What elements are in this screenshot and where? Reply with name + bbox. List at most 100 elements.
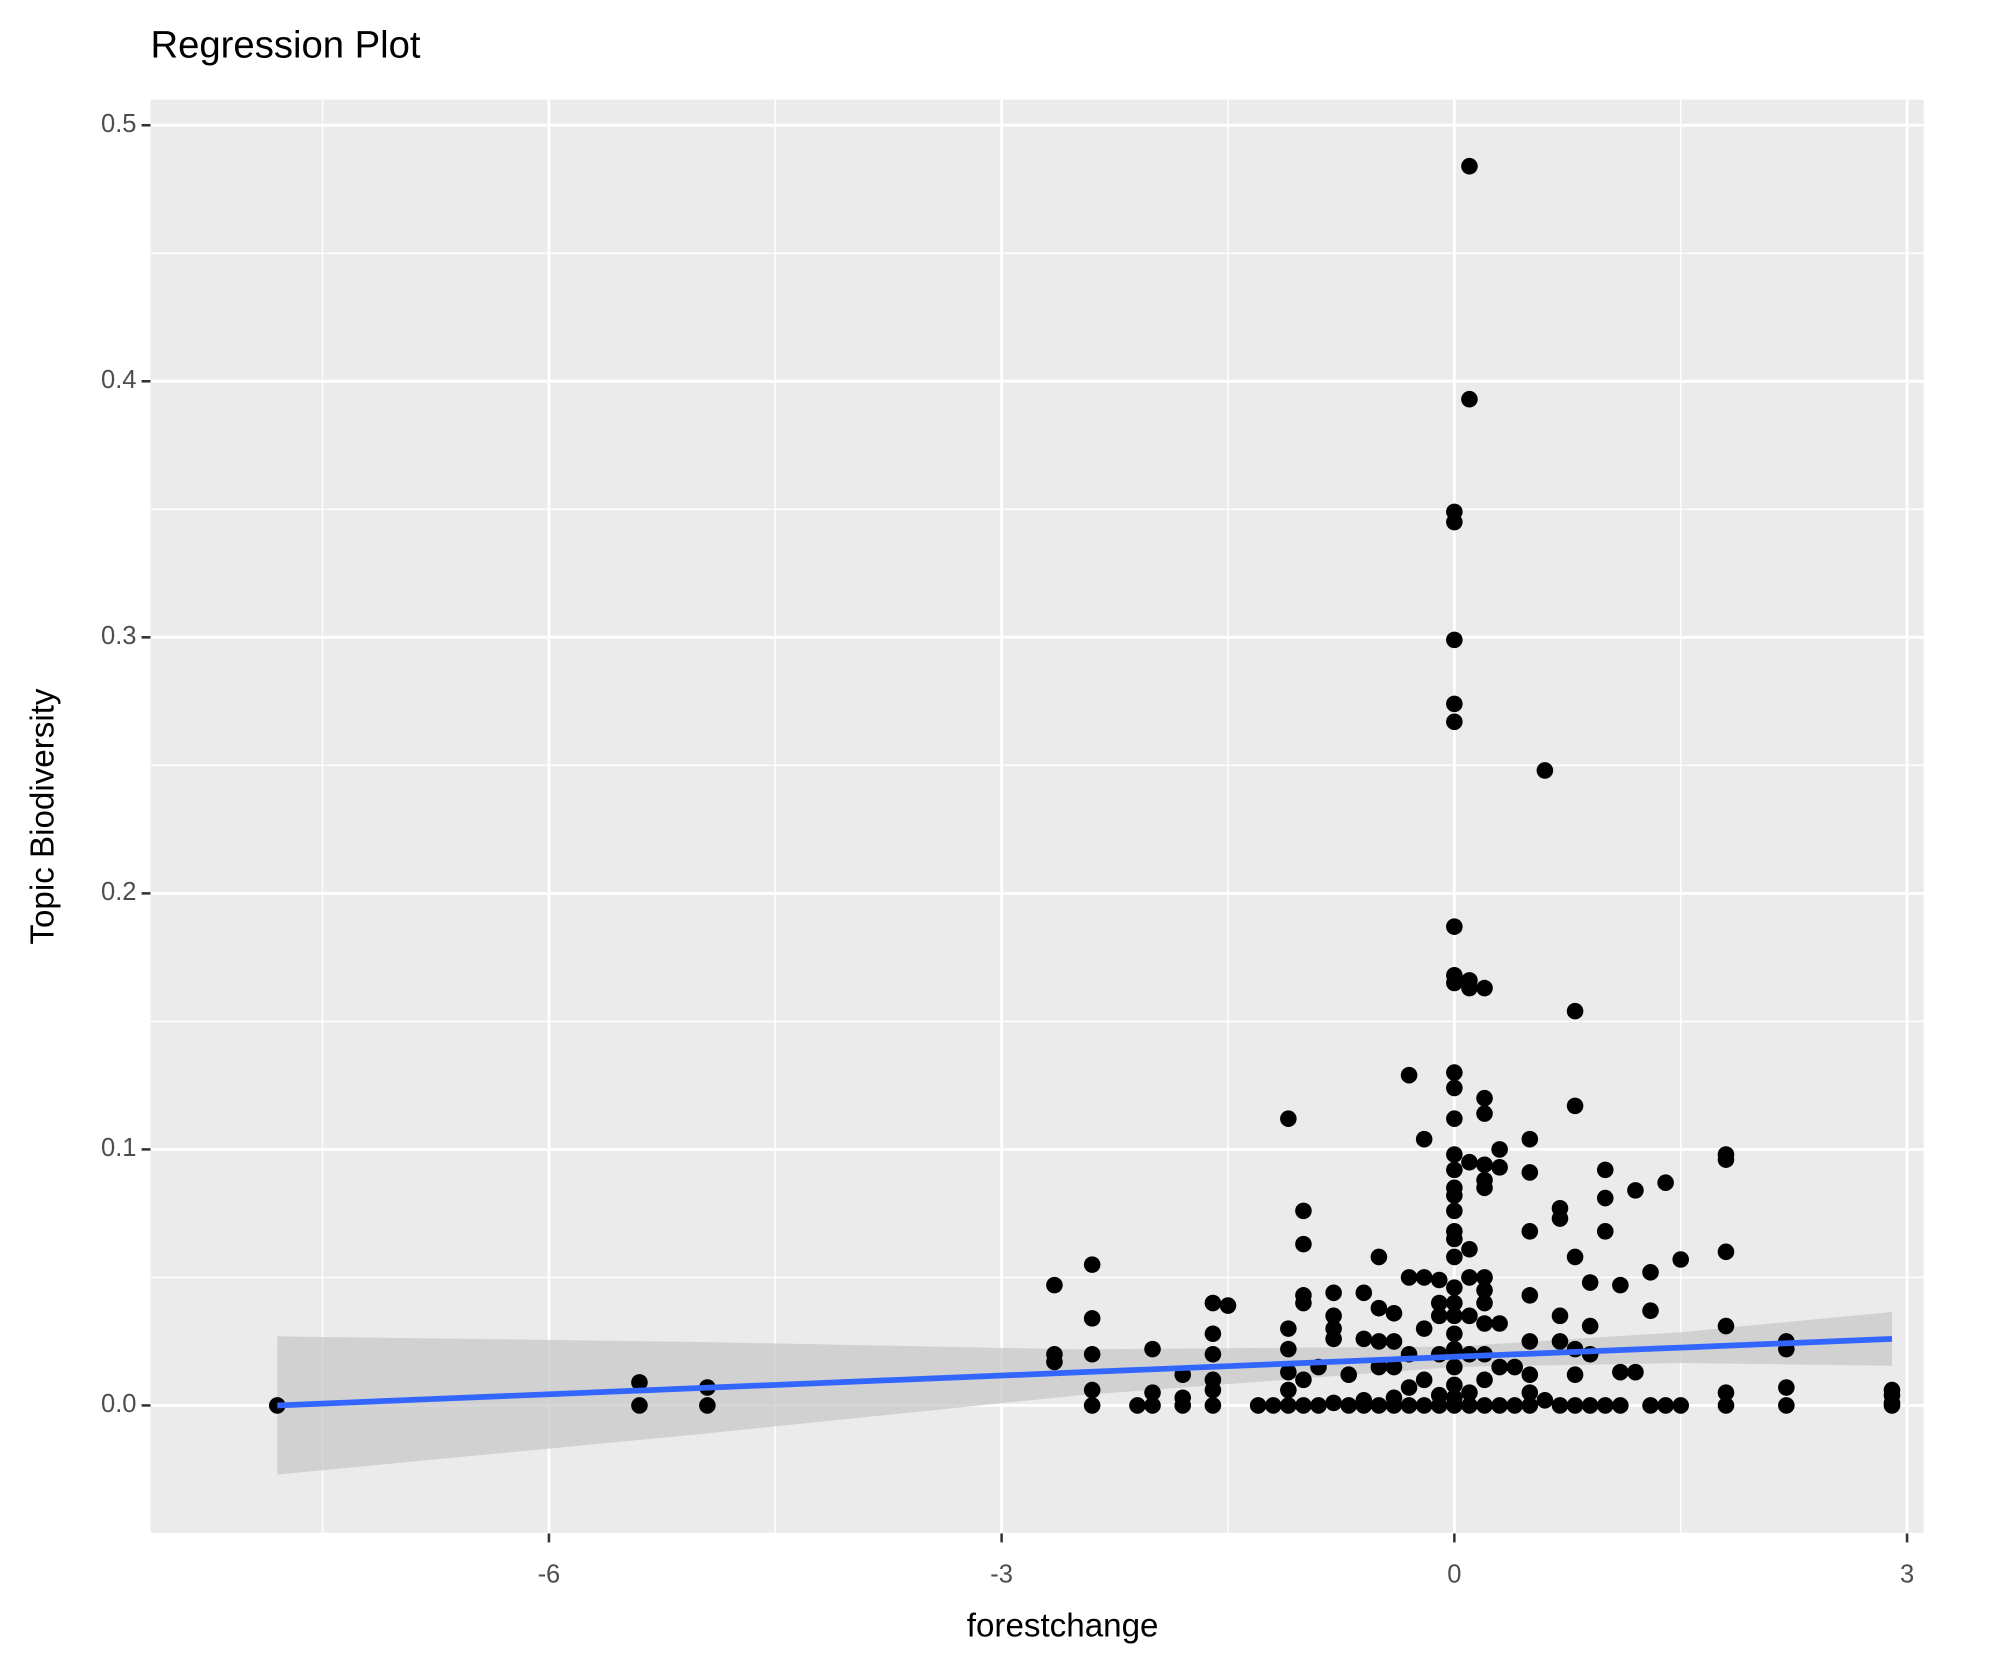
- point: [1476, 1397, 1493, 1414]
- point: [1461, 1384, 1478, 1401]
- point: [1204, 1345, 1222, 1363]
- point: [1717, 1397, 1735, 1414]
- point: [1219, 1297, 1237, 1314]
- point: [1325, 1330, 1342, 1348]
- point: [1566, 1366, 1584, 1384]
- point: [1174, 1397, 1192, 1414]
- point: [1476, 1156, 1493, 1174]
- point: [1340, 1397, 1358, 1414]
- point: [1249, 1397, 1267, 1414]
- point: [1491, 1141, 1508, 1158]
- point: [1461, 157, 1478, 175]
- point: [1551, 1397, 1569, 1414]
- y-axis-label: Topic Biodiversity: [24, 688, 61, 945]
- point: [1581, 1274, 1599, 1291]
- point: [1491, 1315, 1508, 1332]
- point: [1461, 390, 1478, 408]
- point: [1446, 1146, 1463, 1163]
- y-tick-label: 0.3: [101, 622, 136, 650]
- point: [1355, 1284, 1373, 1302]
- point: [1642, 1264, 1659, 1281]
- point: [1083, 1256, 1101, 1273]
- point: [1295, 1371, 1312, 1389]
- point: [1717, 1243, 1735, 1261]
- point: [1083, 1397, 1101, 1414]
- point: [1325, 1307, 1342, 1325]
- point: [1566, 1097, 1584, 1115]
- point: [1415, 1397, 1433, 1414]
- point: [1400, 1397, 1418, 1414]
- point: [1385, 1358, 1403, 1376]
- point: [1430, 1271, 1448, 1289]
- point: [1355, 1330, 1373, 1348]
- point: [1612, 1363, 1629, 1381]
- point: [1144, 1340, 1161, 1358]
- x-tick-label: -6: [538, 1560, 561, 1588]
- point: [1204, 1397, 1222, 1414]
- point: [1778, 1379, 1795, 1396]
- point: [1461, 1153, 1478, 1171]
- point: [1400, 1379, 1418, 1396]
- point: [1476, 1105, 1493, 1122]
- x-axis-label: forestchange: [967, 1608, 1159, 1645]
- point: [1581, 1317, 1599, 1335]
- point: [1280, 1363, 1297, 1381]
- point: [1596, 1397, 1614, 1414]
- point: [1446, 1064, 1463, 1081]
- point: [1446, 1397, 1463, 1414]
- point: [1566, 1248, 1584, 1266]
- point: [1536, 1392, 1554, 1409]
- point: [1446, 713, 1463, 731]
- y-tick-label: 0.4: [101, 366, 136, 394]
- point: [1046, 1353, 1063, 1371]
- point: [1204, 1325, 1222, 1343]
- point: [1280, 1340, 1297, 1358]
- point: [1476, 979, 1493, 997]
- point: [1415, 1320, 1433, 1337]
- point: [1325, 1284, 1342, 1302]
- point: [1129, 1397, 1146, 1414]
- point: [1521, 1287, 1539, 1304]
- point: [1446, 1079, 1463, 1097]
- y-tick-label: 0.5: [101, 110, 136, 138]
- point: [1083, 1310, 1101, 1327]
- point: [1370, 1333, 1388, 1350]
- point: [1476, 1294, 1493, 1312]
- y-tick-label: 0.0: [101, 1390, 136, 1418]
- point: [1446, 1248, 1463, 1266]
- point: [1370, 1248, 1388, 1266]
- point: [1446, 1307, 1463, 1325]
- point: [1642, 1302, 1659, 1320]
- point: [1446, 918, 1463, 935]
- point: [1280, 1381, 1297, 1399]
- point: [1642, 1397, 1659, 1414]
- points: [268, 157, 1901, 1414]
- point: [1461, 1307, 1478, 1325]
- point: [1280, 1320, 1297, 1337]
- point: [1430, 1397, 1448, 1414]
- point: [631, 1397, 648, 1414]
- point: [1521, 1130, 1539, 1148]
- point: [1612, 1397, 1629, 1414]
- x-tick-label: -3: [990, 1560, 1013, 1588]
- point: [1310, 1397, 1327, 1414]
- point: [1295, 1202, 1312, 1220]
- point: [1596, 1223, 1614, 1240]
- point: [1612, 1276, 1629, 1294]
- point: [1446, 1187, 1463, 1204]
- x-tick-label: 3: [1900, 1560, 1914, 1588]
- point: [1581, 1397, 1599, 1414]
- point: [1340, 1366, 1358, 1384]
- point: [1264, 1397, 1282, 1414]
- point: [1717, 1151, 1735, 1168]
- point: [1476, 1089, 1493, 1107]
- point: [1355, 1397, 1373, 1414]
- point: [1521, 1397, 1539, 1414]
- point: [1446, 631, 1463, 649]
- point: [1325, 1394, 1342, 1412]
- point: [1657, 1174, 1674, 1191]
- axes: -6 -3 0 3 0.0 0.1 0.2 0.3 0.4 0.5: [101, 110, 1914, 1588]
- point: [1476, 1281, 1493, 1299]
- point: [1446, 1161, 1463, 1179]
